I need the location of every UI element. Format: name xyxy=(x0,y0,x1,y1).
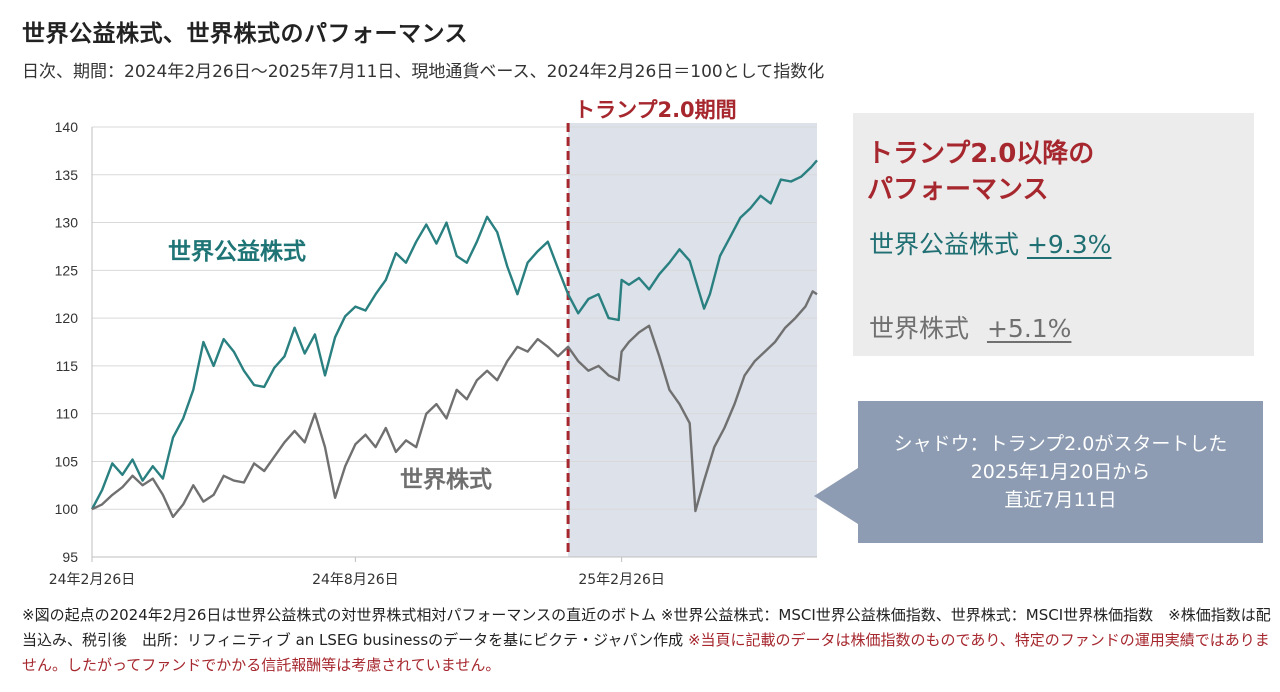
panel-heading-line2: パフォーマンス xyxy=(867,175,1049,205)
panel-row-world-value: +5.1% xyxy=(986,314,1072,343)
performance-summary-panel: トランプ2.0以降の パフォーマンス 世界公益株式 +9.3% 世界株式 +5.… xyxy=(853,113,1254,356)
y-tick-label-115: 115 xyxy=(56,358,79,374)
y-tick-label-100: 100 xyxy=(55,501,79,517)
x-tick-label-1: 24年8月26日 xyxy=(312,572,399,588)
y-tick-label-95: 95 xyxy=(62,549,78,565)
y-tick-label-135: 135 xyxy=(55,167,79,183)
shade-explanation-callout: シャドウ：トランプ2.0がスタートした 2025年1月20日から 直近7月11日 xyxy=(858,401,1263,543)
panel-row-world-name: 世界株式 xyxy=(869,314,970,343)
axes: 95 100 105 110 115 120 125 130 135 140 24年2月26日 24年… xyxy=(49,119,817,588)
panel-row-public-interest-name: 世界公益株式 xyxy=(869,230,1020,259)
performance-chart: 95 100 105 110 115 120 125 130 135 140 24年2月26日 24年… xyxy=(49,98,818,588)
y-tick-label-140: 140 xyxy=(55,119,79,135)
page-title: 世界公益株式、世界株式のパフォーマンス xyxy=(22,21,469,47)
panel-row-public-interest: 世界公益株式 +9.3% xyxy=(869,225,1111,261)
trump-period-shade xyxy=(568,123,817,557)
footnote-text: ※図の起点の2024年2月26日は世界公益株式の対世界株式相対パフォーマンスの直… xyxy=(22,606,1271,649)
callout-pointer xyxy=(814,468,858,524)
page-subtitle: 日次、期間：2024年2月26日～2025年7月11日、現地通貨ベース、2024… xyxy=(22,62,825,82)
series-line-world xyxy=(91,290,818,519)
callout-line2: 2025年1月20日から xyxy=(970,461,1151,483)
trump-period-label: トランプ2.0期間 xyxy=(574,98,737,122)
series-line-public-interest xyxy=(90,159,818,510)
y-tick-label-125: 125 xyxy=(55,262,79,278)
y-tick-label-110: 110 xyxy=(56,406,79,422)
x-tick-label-0: 24年2月26日 xyxy=(49,572,136,588)
y-tick-label-105: 105 xyxy=(55,453,79,469)
panel-heading-line1: トランプ2.0以降の xyxy=(867,139,1095,169)
footnotes: ※図の起点の2024年2月26日は世界公益株式の対世界株式相対パフォーマンスの直… xyxy=(22,603,1272,678)
series-label-world: 世界株式 xyxy=(400,467,492,493)
x-tick-label-2: 25年2月26日 xyxy=(578,572,665,588)
y-tick-label-120: 120 xyxy=(55,310,79,326)
y-tick-label-130: 130 xyxy=(55,215,79,231)
panel-row-public-interest-value: +9.3% xyxy=(1026,230,1112,259)
panel-row-world: 世界株式 +5.1% xyxy=(869,309,1071,345)
footnote-warning: ※当頁に記載のデータは株価指数のものであり、特定のファンドの運用実績ではありませ… xyxy=(22,631,1270,674)
callout-line1: シャドウ：トランプ2.0がスタートした xyxy=(893,433,1228,455)
series-label-public-interest: 世界公益株式 xyxy=(168,238,306,265)
callout-line3: 直近7月11日 xyxy=(1004,489,1117,511)
series-lines xyxy=(90,159,818,519)
